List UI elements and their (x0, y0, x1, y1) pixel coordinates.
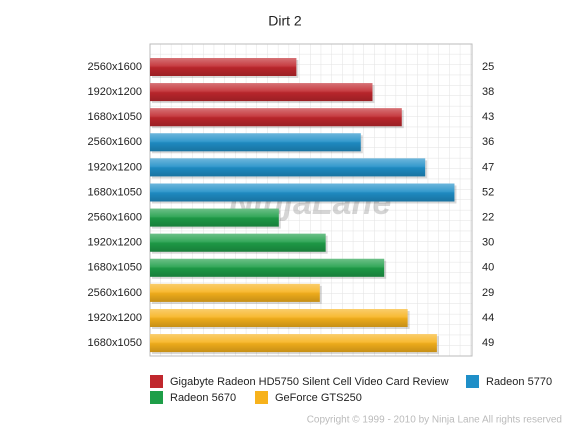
value-label: 38 (482, 86, 494, 98)
value-label: 52 (482, 186, 494, 198)
y-tick-label: 1680x1050 (88, 337, 142, 349)
y-tick-label: 1680x1050 (88, 262, 142, 274)
bar-gloss (150, 233, 326, 252)
legend-label: Radeon 5770 (486, 376, 552, 388)
bar-gloss (150, 133, 361, 152)
bar-gloss (150, 283, 320, 302)
legend-swatch (150, 391, 163, 404)
y-tick-label: 1680x1050 (88, 186, 142, 198)
bar-gloss (150, 208, 279, 227)
legend-label: GeForce GTS250 (275, 392, 362, 404)
value-label: 22 (482, 212, 494, 224)
legend-label: Gigabyte Radeon HD5750 Silent Cell Video… (170, 376, 449, 388)
value-label: 36 (482, 136, 494, 148)
bar-gloss (150, 83, 373, 102)
bar-gloss (150, 158, 426, 177)
legend-swatch (466, 375, 479, 388)
bar-gloss (150, 58, 297, 76)
chart-title: Dirt 2 (268, 13, 302, 29)
y-tick-label: 1920x1200 (88, 237, 142, 249)
bar-gloss (150, 108, 402, 127)
value-label: 47 (482, 161, 494, 173)
value-label: 40 (482, 262, 494, 274)
value-label: 44 (482, 312, 494, 324)
value-label: 49 (482, 337, 494, 349)
y-tick-label: 1920x1200 (88, 161, 142, 173)
y-tick-label: 2560x1600 (88, 212, 142, 224)
value-label: 30 (482, 237, 494, 249)
bar-gloss (150, 183, 455, 202)
y-tick-label: 1920x1200 (88, 86, 142, 98)
y-tick-label: 2560x1600 (88, 61, 142, 73)
bar-gloss (150, 258, 385, 277)
copyright: Copyright © 1999 - 2010 by Ninja Lane Al… (307, 415, 562, 426)
y-tick-label: 2560x1600 (88, 136, 142, 148)
legend-swatch (150, 375, 163, 388)
bar-gloss (150, 309, 408, 327)
value-label: 25 (482, 61, 494, 73)
value-label: 43 (482, 111, 494, 123)
value-label: 29 (482, 287, 494, 299)
legend-label: Radeon 5670 (170, 392, 236, 404)
y-tick-label: 1920x1200 (88, 312, 142, 324)
y-tick-label: 2560x1600 (88, 287, 142, 299)
legend-swatch (255, 391, 268, 404)
bar-gloss (150, 334, 437, 353)
y-tick-label: 1680x1050 (88, 111, 142, 123)
